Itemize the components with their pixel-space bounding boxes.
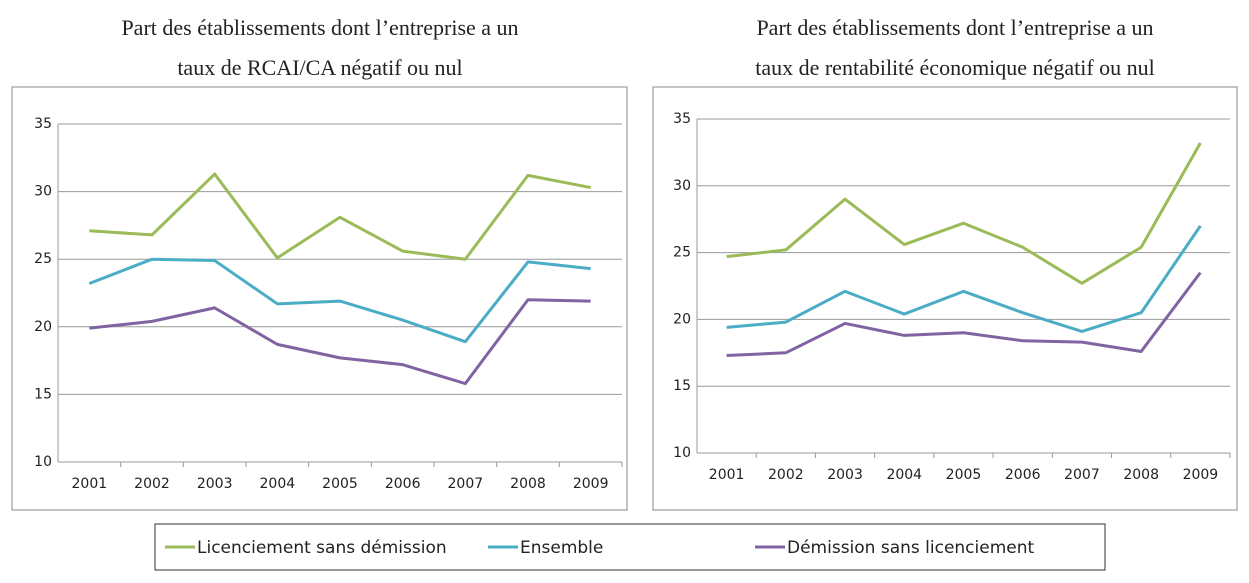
x-tick-label: 2005	[322, 476, 358, 492]
series-line	[89, 298, 591, 386]
y-tick-label: 20	[673, 311, 691, 327]
x-tick-label: 2005	[946, 467, 982, 483]
y-tick-label: 10	[673, 445, 691, 461]
x-tick-label: 2004	[886, 467, 922, 483]
y-tick-label: 10	[34, 454, 52, 470]
legend-label: Démission sans licenciement	[787, 538, 1035, 558]
x-tick-label: 2006	[385, 476, 421, 492]
y-tick-label: 15	[34, 386, 52, 402]
x-tick-label: 2009	[1183, 467, 1219, 483]
y-tick-label: 35	[34, 116, 52, 132]
x-tick-label: 2001	[72, 476, 108, 492]
chart-title: Part des établissements dont l’entrepris…	[121, 15, 518, 80]
x-tick-label: 2002	[768, 467, 804, 483]
x-tick-label: 2003	[827, 467, 863, 483]
chart-frame	[11, 86, 628, 511]
series-line	[88, 257, 591, 344]
y-tick-label: 25	[673, 245, 691, 261]
x-tick-label: 2008	[510, 476, 546, 492]
x-tick-label: 2004	[260, 476, 296, 492]
series-line	[726, 142, 1202, 285]
legend-frame	[154, 523, 1106, 571]
x-tick-label: 2003	[197, 476, 233, 492]
y-tick-label: 25	[34, 251, 52, 267]
x-tick-label: 2006	[1005, 467, 1041, 483]
y-tick-label: 20	[34, 319, 52, 335]
chart-title: Part des établissements dont l’entrepris…	[755, 15, 1155, 80]
legend-label: Ensemble	[520, 538, 603, 558]
y-tick-label: 30	[673, 178, 691, 194]
x-tick-label: 2007	[448, 476, 484, 492]
y-tick-label: 15	[673, 378, 691, 394]
y-tick-label: 35	[673, 111, 691, 127]
x-tick-label: 2001	[709, 467, 745, 483]
series-line	[726, 271, 1202, 357]
y-tick-label: 30	[34, 184, 52, 200]
series-line	[726, 225, 1202, 333]
series-line	[89, 172, 591, 261]
legend-label: Licenciement sans démission	[197, 538, 447, 558]
x-tick-label: 2007	[1064, 467, 1100, 483]
x-tick-label: 2002	[134, 476, 170, 492]
x-tick-label: 2008	[1123, 467, 1159, 483]
x-tick-label: 2009	[573, 476, 609, 492]
chart-frame	[652, 86, 1238, 511]
